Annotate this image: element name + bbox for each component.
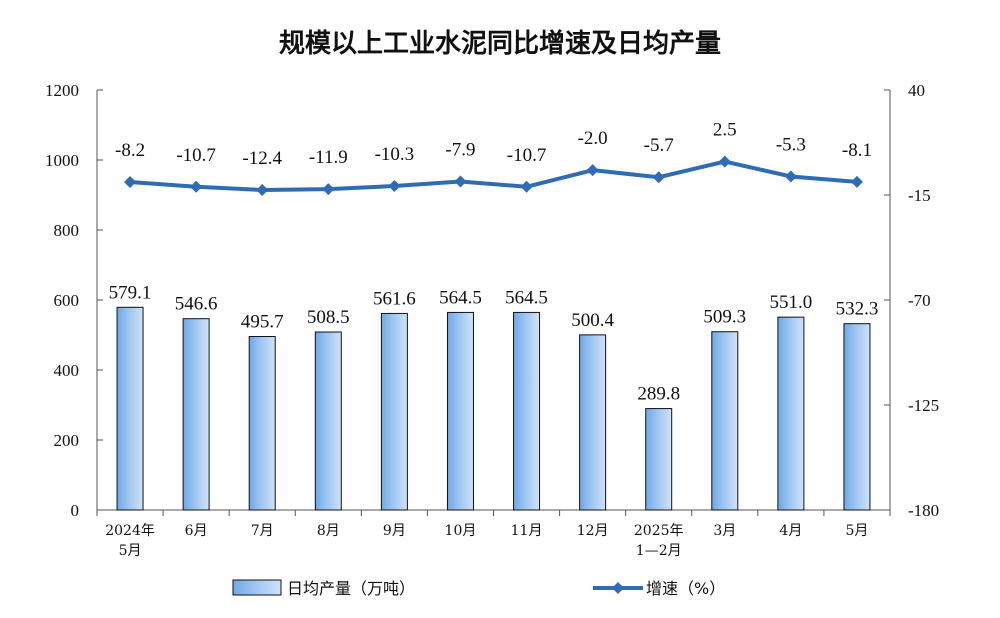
line-point: [652, 171, 665, 184]
bar-data-label: 500.4: [571, 310, 614, 331]
x-tick-label: 5月: [119, 543, 142, 559]
x-tick-label: 12月: [577, 523, 609, 539]
bar: [843, 323, 871, 511]
legend: 日均产量（万吨） 增速（%）: [232, 579, 725, 598]
line-point: [190, 180, 203, 193]
bar: [645, 408, 673, 511]
x-tick-label: 3月: [713, 523, 736, 539]
line-data-label: -11.9: [309, 147, 348, 168]
line-point: [850, 175, 863, 188]
line-data-label: -5.7: [644, 135, 674, 156]
legend-label-line: 增速（%）: [646, 579, 725, 598]
x-tick-label: 9月: [383, 523, 406, 539]
legend-marker-line: [612, 582, 624, 594]
right-tick-label: -180: [908, 501, 939, 520]
bar-data-label: 289.8: [637, 384, 680, 405]
chart-title: 规模以上工业水泥同比增速及日均产量: [279, 28, 721, 59]
left-tick-label: 0: [71, 501, 80, 520]
bar: [777, 316, 805, 511]
bar-data-label: 551.0: [770, 292, 813, 313]
right-tick-label: -70: [908, 291, 931, 310]
line-data-label: -7.9: [445, 139, 475, 160]
bar-data-label: 561.6: [373, 288, 416, 309]
x-tick-label: 7月: [251, 523, 274, 539]
right-tick-label: -125: [908, 396, 939, 415]
left-tick-label: 600: [54, 291, 80, 310]
bar-data-label: 509.3: [703, 307, 746, 328]
x-tick-label: 1—2月: [636, 543, 682, 559]
bar-data-label: 564.5: [439, 287, 482, 308]
line-point: [256, 184, 269, 197]
bar-data-label: 579.1: [109, 282, 152, 303]
left-tick-label: 1200: [45, 81, 79, 100]
plot-area: 0 200 400 600 800 1000 1200 -180 -125 -70 -15 40 202…: [45, 81, 939, 559]
line-point: [454, 175, 467, 188]
bar: [380, 312, 408, 511]
bar-data-label: 508.5: [307, 307, 350, 328]
bar-data-label: 564.5: [505, 287, 548, 308]
left-tick-label: 400: [54, 361, 80, 380]
growth-line: [129, 159, 858, 193]
bar: [248, 336, 276, 511]
bar: [314, 331, 342, 511]
x-tick-label: 5月: [845, 523, 868, 539]
bar-data-label: 546.6: [175, 294, 218, 315]
x-tick-label: 2024年: [105, 523, 155, 539]
bar: [116, 306, 144, 511]
line-data-label: -10.3: [375, 144, 415, 165]
bar: [446, 311, 474, 511]
right-tick-label: 40: [908, 81, 925, 100]
line-data-label: -2.0: [578, 128, 608, 149]
line-data-label: -12.4: [242, 148, 282, 169]
line-data-label: -5.3: [776, 134, 806, 155]
line-data-label: -10.7: [507, 145, 547, 166]
bar: [182, 318, 210, 511]
legend-swatch-bar: [232, 579, 282, 596]
line-data-label: -8.2: [115, 140, 145, 161]
bar-data-label: 532.3: [836, 299, 879, 320]
legend-label-bar: 日均产量（万吨）: [287, 579, 415, 598]
line-point: [718, 155, 731, 168]
right-tick-label: -15: [908, 186, 931, 205]
x-tick-label: 4月: [779, 523, 802, 539]
x-tick-label: 10月: [445, 523, 477, 539]
line-point: [388, 180, 401, 193]
bar: [579, 334, 607, 511]
x-tick-label: 11月: [511, 523, 543, 539]
left-tick-label: 200: [54, 431, 80, 450]
line-point: [586, 164, 599, 177]
left-tick-label: 800: [54, 221, 80, 240]
left-tick-label: 1000: [45, 151, 79, 170]
bar: [711, 331, 739, 511]
line-point: [322, 183, 335, 196]
line-point: [520, 180, 533, 193]
bar-data-label: 495.7: [241, 312, 284, 333]
line-data-label: -8.1: [842, 140, 872, 161]
x-tick-label: 2025年: [634, 523, 684, 539]
x-tick-label: 6月: [185, 523, 208, 539]
line-point: [784, 170, 797, 183]
bar: [513, 311, 541, 511]
line-point: [124, 176, 137, 189]
line-data-label: -10.7: [176, 145, 216, 166]
x-tick-label: 8月: [317, 523, 340, 539]
line-data-label: 2.5: [713, 120, 737, 141]
